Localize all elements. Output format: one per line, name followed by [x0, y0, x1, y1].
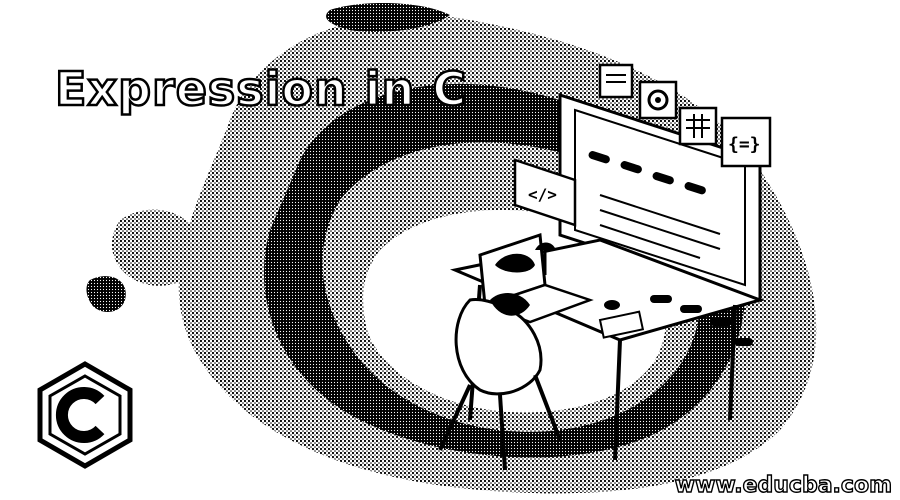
braces-icon: {=}: [720, 116, 772, 168]
grid-icon: [598, 63, 634, 99]
c-language-logo: [37, 361, 133, 469]
code-tag-icon: </>: [513, 158, 577, 227]
svg-text:{=}: {=}: [728, 134, 761, 155]
lamp: [535, 242, 556, 275]
svg-text:</>: </>: [528, 185, 557, 204]
calculator-icon: [678, 106, 718, 146]
chair: [438, 293, 562, 471]
decorative-pills: [650, 295, 753, 346]
site-url: www.educba.com: [674, 472, 893, 498]
page-title: Expression in C: [54, 61, 468, 118]
gear-icon: [638, 80, 678, 120]
